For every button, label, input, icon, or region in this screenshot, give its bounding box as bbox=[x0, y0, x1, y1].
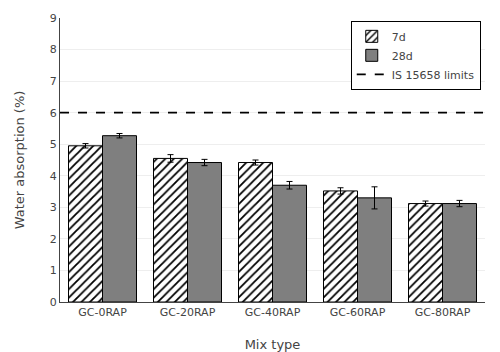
svg-text:IS 15658 limits: IS 15658 limits bbox=[392, 69, 474, 82]
svg-text:3: 3 bbox=[50, 201, 57, 214]
svg-text:GC-60RAP: GC-60RAP bbox=[330, 306, 386, 319]
svg-text:5: 5 bbox=[50, 138, 57, 151]
svg-text:GC-20RAP: GC-20RAP bbox=[160, 306, 216, 319]
svg-text:9: 9 bbox=[50, 12, 57, 25]
svg-text:2: 2 bbox=[50, 233, 57, 246]
svg-text:0: 0 bbox=[50, 296, 57, 309]
svg-text:28d: 28d bbox=[392, 50, 413, 63]
svg-text:6: 6 bbox=[50, 107, 57, 120]
svg-text:GC-0RAP: GC-0RAP bbox=[78, 306, 127, 319]
svg-text:7d: 7d bbox=[392, 31, 406, 44]
svg-text:GC-40RAP: GC-40RAP bbox=[245, 306, 301, 319]
svg-text:Mix type: Mix type bbox=[245, 337, 301, 352]
svg-text:1: 1 bbox=[50, 264, 57, 277]
svg-text:GC-80RAP: GC-80RAP bbox=[415, 306, 471, 319]
svg-text:4: 4 bbox=[50, 170, 57, 183]
svg-text:8: 8 bbox=[50, 43, 57, 56]
svg-text:Water absorption (%): Water absorption (%) bbox=[12, 91, 27, 230]
svg-text:7: 7 bbox=[50, 75, 57, 88]
